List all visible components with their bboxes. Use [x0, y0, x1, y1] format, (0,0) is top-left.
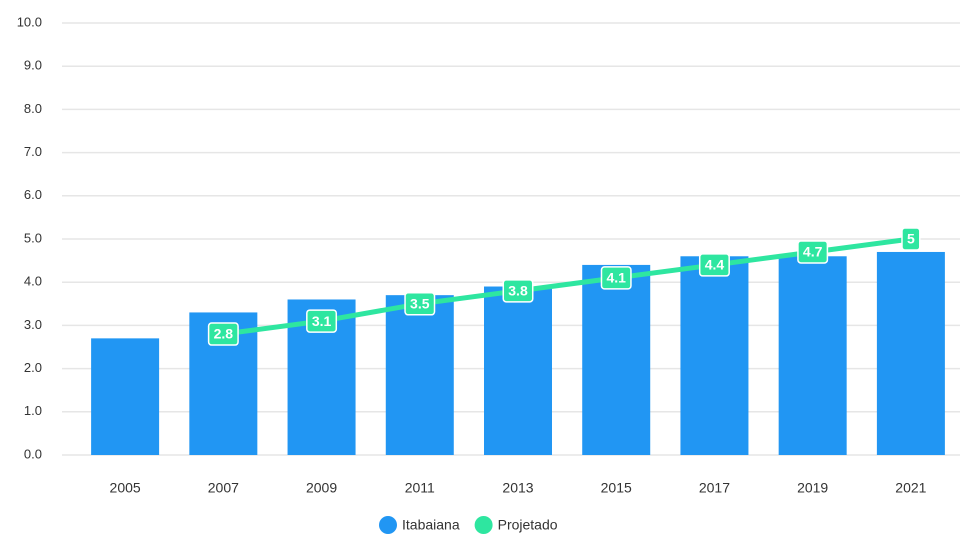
y-tick-label: 5.0	[24, 230, 42, 245]
bar	[484, 286, 552, 455]
legend-label: Projetado	[498, 517, 558, 533]
y-tick-label: 6.0	[24, 187, 42, 202]
y-tick-label: 8.0	[24, 101, 42, 116]
legend-label: Itabaiana	[402, 517, 460, 533]
x-tick-label: 2011	[405, 480, 435, 496]
value-label: 4.4	[705, 257, 725, 273]
label-box	[207, 322, 239, 346]
y-tick-label: 10.0	[17, 14, 42, 29]
bar	[91, 338, 160, 455]
y-tick-label: 4.0	[24, 274, 42, 289]
bar	[385, 295, 454, 455]
x-tick-label: 2017	[699, 480, 730, 496]
data-label: 4.7	[797, 240, 829, 264]
legend-marker	[379, 516, 397, 534]
y-tick-label: 9.0	[24, 58, 42, 73]
value-label: 3.1	[312, 313, 332, 329]
y-tick-label: 0.0	[24, 446, 42, 461]
data-label: 2.8	[207, 322, 239, 346]
value-label: 4.7	[803, 244, 823, 260]
x-tick-label: 2019	[797, 480, 828, 496]
bar	[582, 264, 651, 455]
label-box	[901, 227, 921, 251]
x-tick-label: 2015	[601, 480, 632, 496]
value-label: 4.1	[606, 270, 626, 286]
data-label: 4.4	[698, 253, 730, 277]
data-label: 3.1	[306, 309, 338, 333]
legend-marker	[474, 516, 493, 534]
y-tick-label: 3.0	[24, 317, 42, 332]
x-tick-label: 2013	[502, 480, 533, 496]
data-label: 3.5	[404, 292, 436, 316]
x-tick-label: 2021	[895, 480, 926, 496]
x-tick-label: 2009	[306, 480, 337, 496]
label-box	[698, 253, 730, 277]
label-box	[502, 279, 534, 303]
data-label: 4.1	[600, 266, 632, 290]
label-box	[600, 266, 632, 290]
value-label: 2.8	[214, 326, 234, 342]
label-box	[404, 292, 436, 316]
line	[223, 236, 912, 337]
data-label: 3.8	[502, 279, 534, 303]
label-box	[797, 240, 829, 264]
y-tick-label: 1.0	[24, 403, 42, 418]
value-label: 3.8	[508, 283, 528, 299]
bar	[778, 256, 847, 455]
y-tick-label: 2.0	[24, 360, 42, 375]
x-tick-label: 2005	[110, 480, 141, 496]
value-label: 5	[907, 231, 915, 247]
y-tick-label: 7.0	[24, 144, 42, 159]
x-tick-label: 2007	[208, 480, 239, 496]
value-label: 3.5	[410, 296, 430, 312]
label-box	[306, 309, 338, 333]
data-label: 5	[901, 227, 921, 251]
bar	[680, 256, 749, 455]
bar	[876, 251, 945, 455]
